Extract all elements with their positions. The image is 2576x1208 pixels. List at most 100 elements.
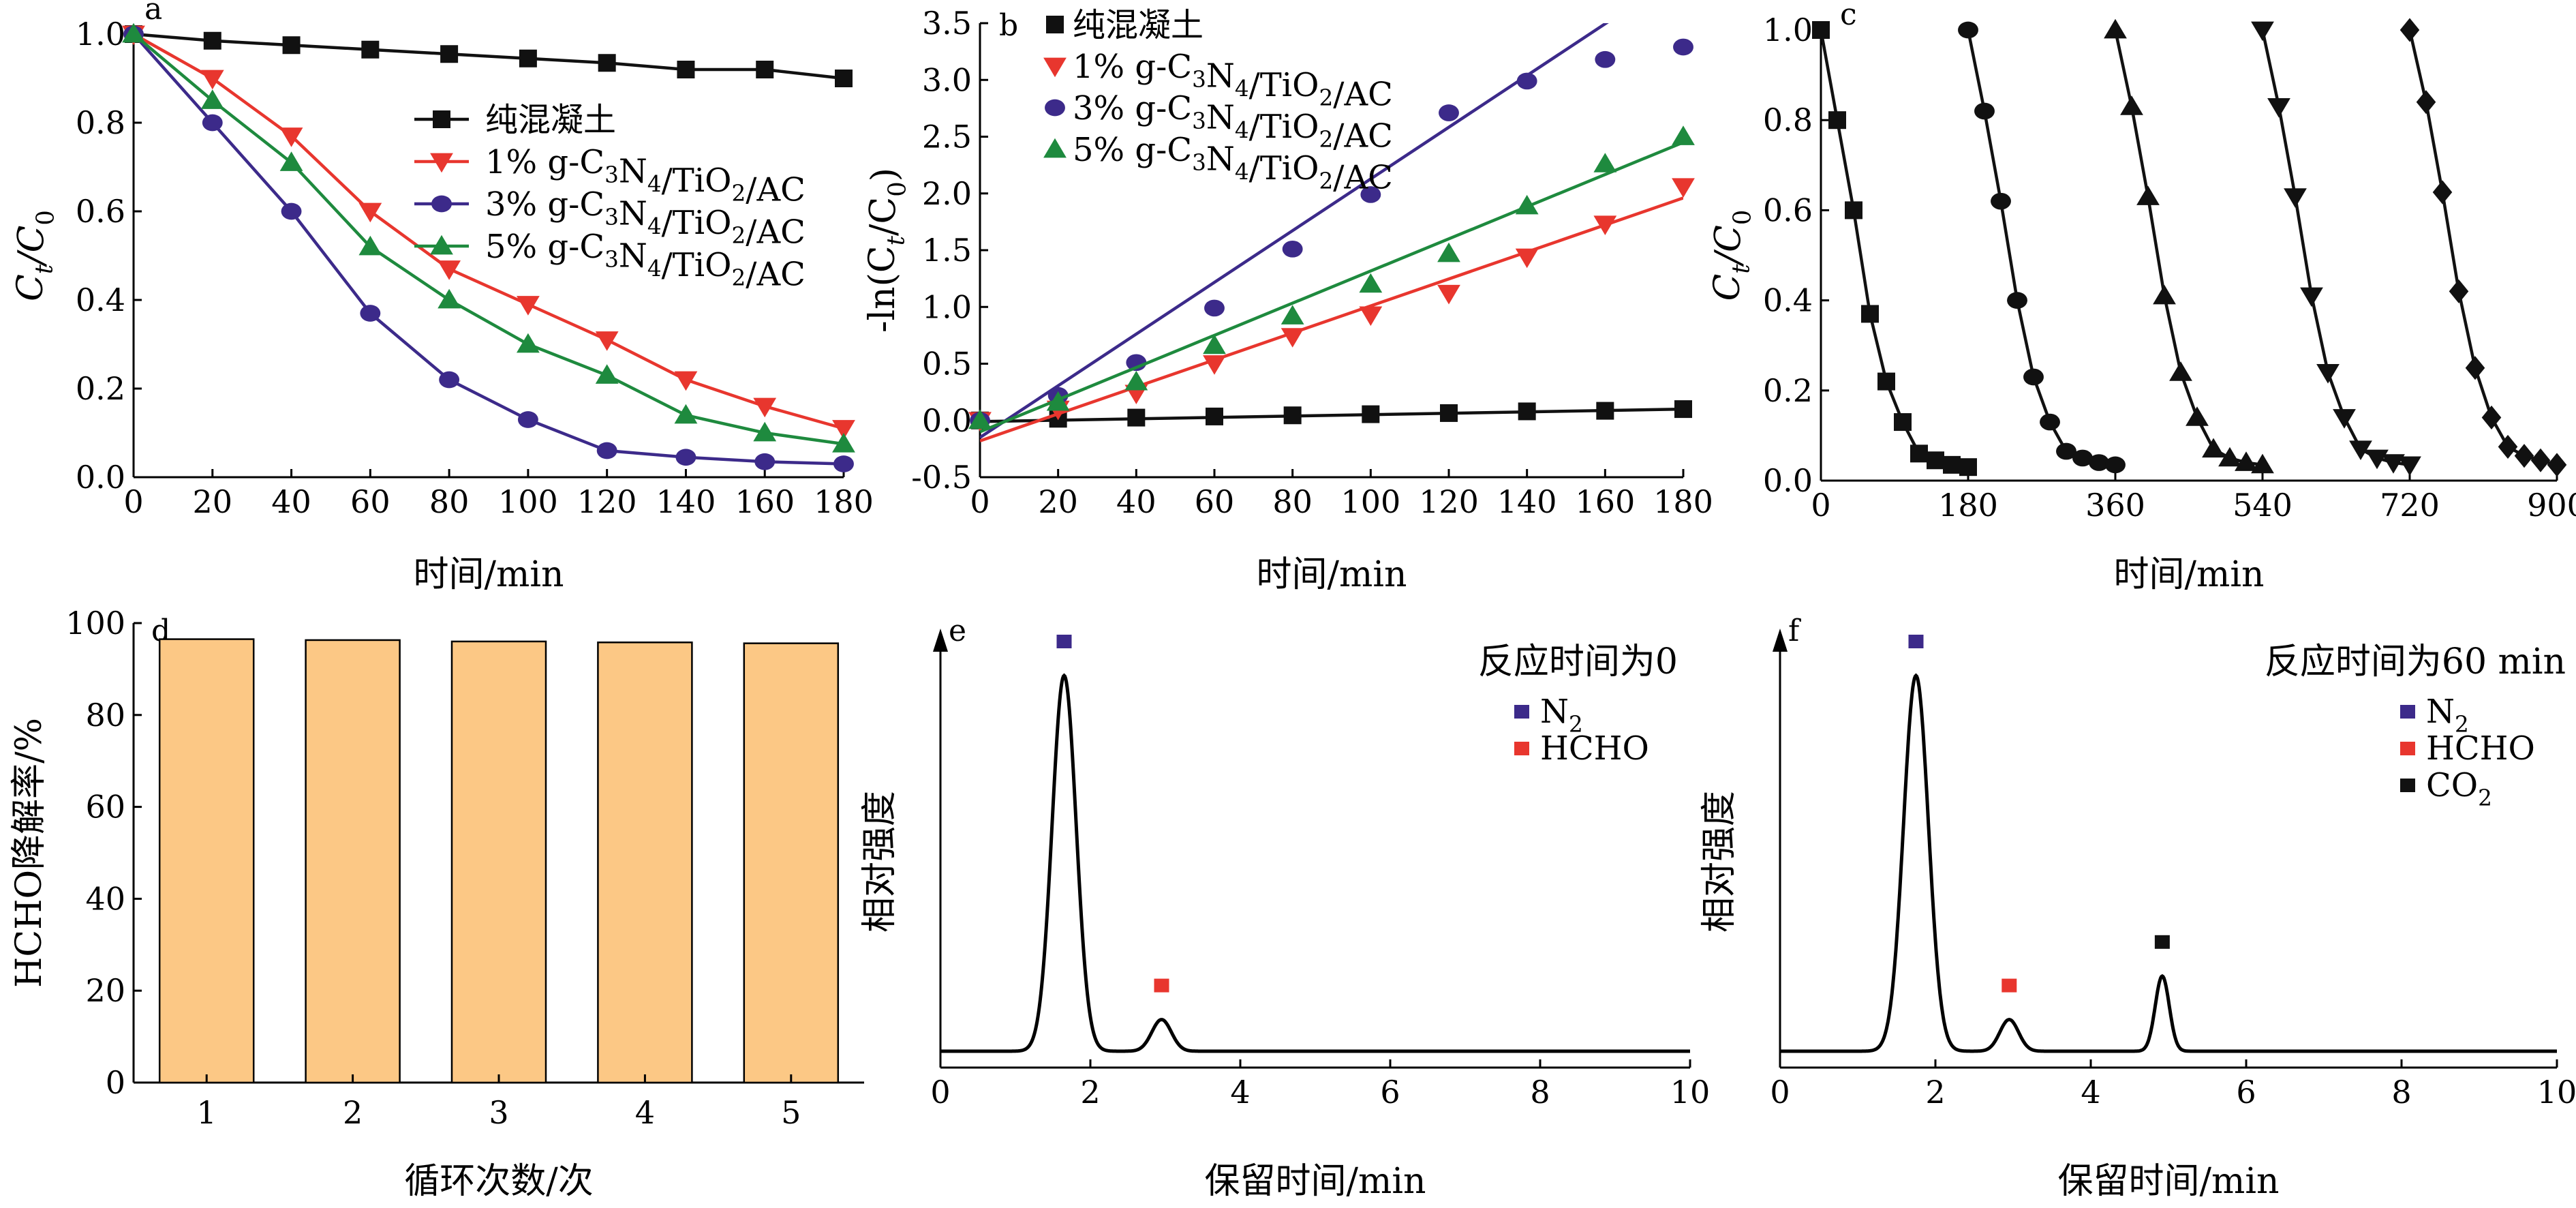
panel-a-point <box>833 455 854 472</box>
panel-c-y-axis-title: Ct/C0 <box>1707 210 1756 301</box>
panel-f-legend-label: HCHO <box>2426 729 2535 768</box>
panel-a-point <box>754 453 776 470</box>
panel-e-chromatogram <box>940 673 1690 1053</box>
panel-c-point <box>1861 305 1879 323</box>
panel-c-point <box>1812 21 1830 39</box>
panel-b-point <box>1593 153 1617 172</box>
panel-c-y-tick-label: 1.0 <box>1763 12 1813 48</box>
panel-b-legend-label: 3% g-C3N4/TiO2/AC <box>1073 89 1393 155</box>
panel-b-legend-marker <box>1043 57 1067 78</box>
panel-c-x-tick-label: 720 <box>2380 487 2440 524</box>
panel-b-point <box>1281 305 1304 324</box>
panel-f-x-axis-title: 保留时间/min <box>2058 1161 2280 1202</box>
panel-e-x-tick-label: 2 <box>1080 1074 1100 1111</box>
panel-a-y-tick-label: 0.4 <box>76 282 125 318</box>
panel-d-y-tick-label: 40 <box>85 880 125 917</box>
panel-a-x-tick-label: 120 <box>577 483 637 520</box>
panel-a-point <box>122 22 145 43</box>
panel-d-y-tick-label: 100 <box>65 605 125 641</box>
panel-d-x-tick-label: 1 <box>197 1094 217 1131</box>
panel-a-x-tick-label: 40 <box>271 483 311 520</box>
panel-b-point <box>1439 104 1459 121</box>
panel-b: 0 20 40 60 80 100 120 140 160 180 -0.5 0.0 0.5 1.0 1.5… <box>862 5 1713 595</box>
panel-a-point <box>674 371 698 391</box>
panel-a-x-tick-label: 100 <box>498 483 558 520</box>
panel-e-peak-marker <box>1154 978 1169 993</box>
panel-b-point <box>1282 240 1303 258</box>
panel-c-point <box>2153 284 2176 305</box>
panel-f-x-tick-label: 10 <box>2537 1074 2576 1111</box>
panel-d-bar <box>158 638 255 1084</box>
panel-b-point <box>1359 273 1383 293</box>
panel-a-point <box>516 333 540 353</box>
panel-a-x-axis-title: 时间/min <box>414 554 564 595</box>
panel-c-point <box>2416 90 2436 115</box>
panel-c-point <box>2105 456 2126 474</box>
panel-c-point <box>2136 185 2160 205</box>
panel-a-series-line <box>132 33 844 466</box>
panel-c-point <box>2465 356 2485 380</box>
panel-c-point <box>2218 447 2241 467</box>
panel-c-cycle-line <box>2260 29 2410 467</box>
panel-c-y-tick-label: 0.4 <box>1763 282 1813 319</box>
panel-a-y-tick-label: 0.6 <box>76 193 125 230</box>
panel-a-point <box>677 61 695 78</box>
panel-b-fit-line <box>980 140 1683 434</box>
panel-f-legend-marker <box>2400 742 2415 755</box>
panel-c-point <box>2186 406 2209 426</box>
panel-e-x-tick-label: 8 <box>1530 1074 1550 1111</box>
panel-b-x-tick-label: 180 <box>1653 483 1713 520</box>
panel-c-point <box>2530 448 2551 472</box>
panel-c-point <box>2120 95 2143 115</box>
panel-c-y-tick-label: 0.2 <box>1763 372 1813 409</box>
panel-c-point <box>2104 18 2127 39</box>
panel-c-letter: c <box>1840 0 1857 32</box>
panel-c-cycle-line <box>1966 29 2116 467</box>
panel-a-x-tick-label: 160 <box>735 483 795 520</box>
panel-a-point <box>202 114 223 132</box>
panel-e-title: 反应时间为0 <box>1478 641 1678 682</box>
panel-b-point <box>968 409 992 429</box>
panel-a-x-tick-label: 20 <box>193 483 233 520</box>
panel-a-point <box>279 151 303 171</box>
panel-c-x-tick-label: 900 <box>2527 487 2576 524</box>
panel-c-point <box>2498 434 2518 459</box>
panel-c-cycle-line <box>1819 29 1969 469</box>
panel-a-y-tick-label: 0.0 <box>76 459 125 496</box>
panel-b-point <box>1515 248 1539 269</box>
panel-a-legend-marker <box>430 235 453 255</box>
panel-a-point <box>596 442 617 459</box>
panel-b-y-tick-label: 1.0 <box>922 288 972 325</box>
panel-a-point <box>438 288 461 309</box>
panel-b-point <box>1127 408 1146 427</box>
panel-c-x-axis-title: 时间/min <box>2114 554 2265 595</box>
panel-a-legend-marker <box>433 110 450 128</box>
panel-a-point <box>598 54 616 72</box>
panel-a-legend-label: 纯混凝土 <box>485 101 616 139</box>
panel-c-point <box>2333 409 2356 429</box>
panel-e-y-axis-title: 相对强度 <box>859 791 900 933</box>
panel-a-point <box>519 49 537 67</box>
panel-a-point <box>832 433 855 453</box>
panel-c-point <box>2056 442 2076 460</box>
panel-a-point <box>753 397 777 418</box>
panel-c-point <box>1991 192 2011 210</box>
panel-f-legend-marker <box>2400 705 2415 719</box>
panel-c-point <box>1927 451 1944 470</box>
panel-b-point <box>1516 72 1537 90</box>
panel-a-point <box>282 36 301 55</box>
panel-f-legend-marker <box>2400 779 2415 792</box>
panel-b-y-tick-label: -0.5 <box>911 459 972 496</box>
panel-c-point <box>1877 372 1895 391</box>
panel-a-point <box>753 421 777 442</box>
panel-a-y-axis-title: Ct/C0 <box>10 210 59 301</box>
panel-a-x-tick-label: 0 <box>123 483 143 520</box>
panel-c-point <box>2349 440 2372 460</box>
panel-a-point <box>281 202 302 220</box>
panel-b-point <box>1673 38 1693 56</box>
panel-e-x-tick-label: 4 <box>1230 1074 1250 1111</box>
panel-e-legend-label: N2 <box>1540 693 1583 737</box>
panel-e-y-arrow <box>933 629 948 652</box>
panel-a-point <box>835 70 853 87</box>
